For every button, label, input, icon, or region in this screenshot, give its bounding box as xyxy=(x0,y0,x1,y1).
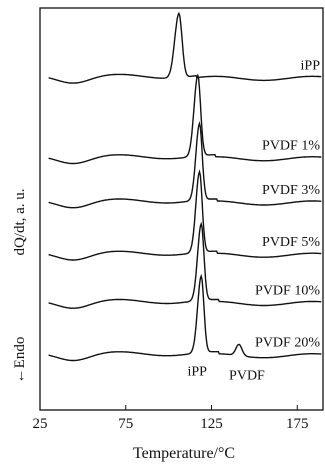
peak-annotation: PVDF xyxy=(229,369,265,384)
x-tick-label: 25 xyxy=(33,416,48,432)
series-label: PVDF 5% xyxy=(262,235,320,250)
series-line xyxy=(48,11,322,84)
series-line xyxy=(48,221,322,309)
series-label: PVDF 20% xyxy=(255,336,320,351)
series-line xyxy=(48,169,322,261)
series-label: PVDF 3% xyxy=(262,183,320,198)
series-label: PVDF 10% xyxy=(255,283,320,298)
x-tick-label: 75 xyxy=(118,416,133,432)
y-axis-label: dQ/dt, a. u. xyxy=(12,188,28,255)
x-axis-label: Temperature/°C xyxy=(133,445,235,462)
x-tick-label: 125 xyxy=(200,416,223,432)
x-tick-label: 175 xyxy=(286,416,309,432)
x-ticks: 25 75 125 175 xyxy=(33,405,309,432)
annotations: iPP PVDF xyxy=(187,365,265,384)
series-line xyxy=(48,121,322,209)
peak-annotation: iPP xyxy=(187,365,207,380)
plot-frame xyxy=(39,7,324,411)
series-line xyxy=(48,273,322,362)
series-labels: iPP PVDF 1% PVDF 3% PVDF 5% PVDF 10% PVDF 20% xyxy=(255,58,320,350)
endo-label: ←Endo xyxy=(12,337,28,384)
curves xyxy=(48,11,322,362)
series-label: iPP xyxy=(301,58,321,73)
series-line xyxy=(48,73,322,165)
series-label: PVDF 1% xyxy=(262,139,320,154)
